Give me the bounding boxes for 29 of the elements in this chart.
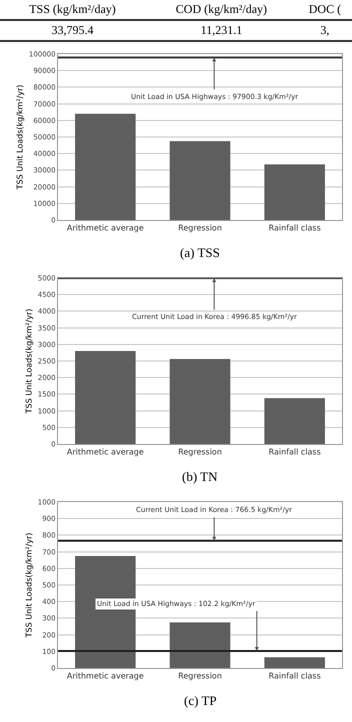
x-tick-label: Regression — [178, 224, 222, 233]
text: DOC ( — [298, 0, 352, 20]
text: (b) TN — [182, 469, 218, 484]
text: COD (kg/km²/day) — [145, 0, 298, 20]
text: (c) TP — [184, 693, 217, 708]
text: 33,795.4 — [0, 20, 146, 41]
bar — [75, 114, 136, 220]
x-tick-label: Arithmetic average — [66, 224, 144, 233]
bar — [75, 351, 136, 444]
x-tick-label: Arithmetic average — [66, 448, 144, 457]
bar — [264, 164, 325, 220]
bar — [170, 141, 230, 220]
text: TSS (kg/km²/day) — [0, 0, 146, 20]
bar — [264, 657, 325, 668]
x-tick-label: Arithmetic average — [66, 672, 144, 681]
x-tick-label: Regression — [178, 448, 222, 457]
text: 3, — [298, 20, 352, 41]
bar — [170, 359, 230, 444]
bar — [264, 398, 325, 444]
x-tick-label: Rainfall class — [268, 224, 321, 233]
x-tick-label: Regression — [178, 672, 222, 681]
y-axis-title: TSS Unit Loads(kg/km²/yr) — [24, 532, 34, 638]
text: 11,231.1 — [145, 20, 298, 41]
x-tick-label: Rainfall class — [268, 448, 321, 457]
y-axis-title: TSS Unit Loads(kg/km²/yr) — [16, 84, 25, 190]
x-tick-label: Rainfall class — [268, 672, 321, 681]
y-axis-title: TSS Unit Loads(kg/km²/yr) — [24, 308, 34, 414]
bar — [170, 622, 230, 668]
text: (a) TSS — [180, 245, 220, 260]
